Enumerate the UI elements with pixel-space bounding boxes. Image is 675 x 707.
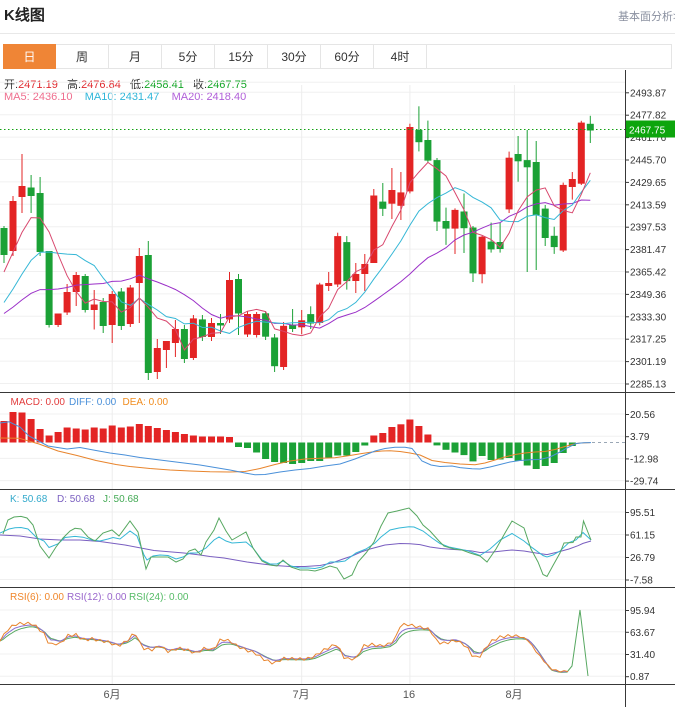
svg-text:D: 50.68: D: 50.68 [57,494,95,505]
svg-text:RSI(24): 0.00: RSI(24): 0.00 [129,592,189,603]
svg-text:2429.65: 2429.65 [630,178,667,189]
svg-text:2477.82: 2477.82 [630,111,667,122]
svg-text:2349.36: 2349.36 [630,290,667,301]
svg-text:7月: 7月 [292,689,309,701]
svg-text:2333.30: 2333.30 [630,312,667,323]
svg-text:63.67: 63.67 [630,628,655,639]
svg-text:DEA: 0.00: DEA: 0.00 [123,397,169,408]
svg-text:J: 50.68: J: 50.68 [103,494,139,505]
svg-text:2493.87: 2493.87 [630,88,667,99]
svg-text:2285.13: 2285.13 [630,380,667,391]
svg-text:95.94: 95.94 [630,606,655,617]
svg-text:2381.47: 2381.47 [630,245,667,256]
svg-text:61.15: 61.15 [630,531,655,542]
svg-text:2301.19: 2301.19 [630,357,667,368]
svg-text:2445.70: 2445.70 [630,156,667,167]
svg-text:2467.75: 2467.75 [629,126,666,137]
svg-text:MACD: 0.00: MACD: 0.00 [11,397,66,408]
svg-text:2413.59: 2413.59 [630,200,667,211]
svg-text:2461.76: 2461.76 [630,133,667,144]
svg-text:0.87: 0.87 [630,672,650,683]
svg-text:-12.98: -12.98 [630,454,659,465]
svg-text:20.56: 20.56 [630,410,655,421]
svg-text:26.79: 26.79 [630,553,655,564]
svg-text:-29.74: -29.74 [630,477,659,488]
svg-text:3.79: 3.79 [630,432,650,443]
svg-text:K: 50.68: K: 50.68 [10,494,48,505]
svg-text:RSI(12): 0.00: RSI(12): 0.00 [67,592,127,603]
svg-text:8月: 8月 [505,689,522,701]
svg-text:2365.42: 2365.42 [630,268,667,279]
svg-text:31.40: 31.40 [630,650,655,661]
svg-text:16: 16 [403,689,415,701]
svg-text:6月: 6月 [103,689,120,701]
svg-text:2317.25: 2317.25 [630,335,667,346]
svg-text:2397.53: 2397.53 [630,223,667,234]
svg-text:95.51: 95.51 [630,508,655,519]
svg-text:RSI(6): 0.00: RSI(6): 0.00 [10,592,64,603]
svg-text:-7.58: -7.58 [630,576,653,587]
svg-text:DIFF: 0.00: DIFF: 0.00 [69,397,117,408]
